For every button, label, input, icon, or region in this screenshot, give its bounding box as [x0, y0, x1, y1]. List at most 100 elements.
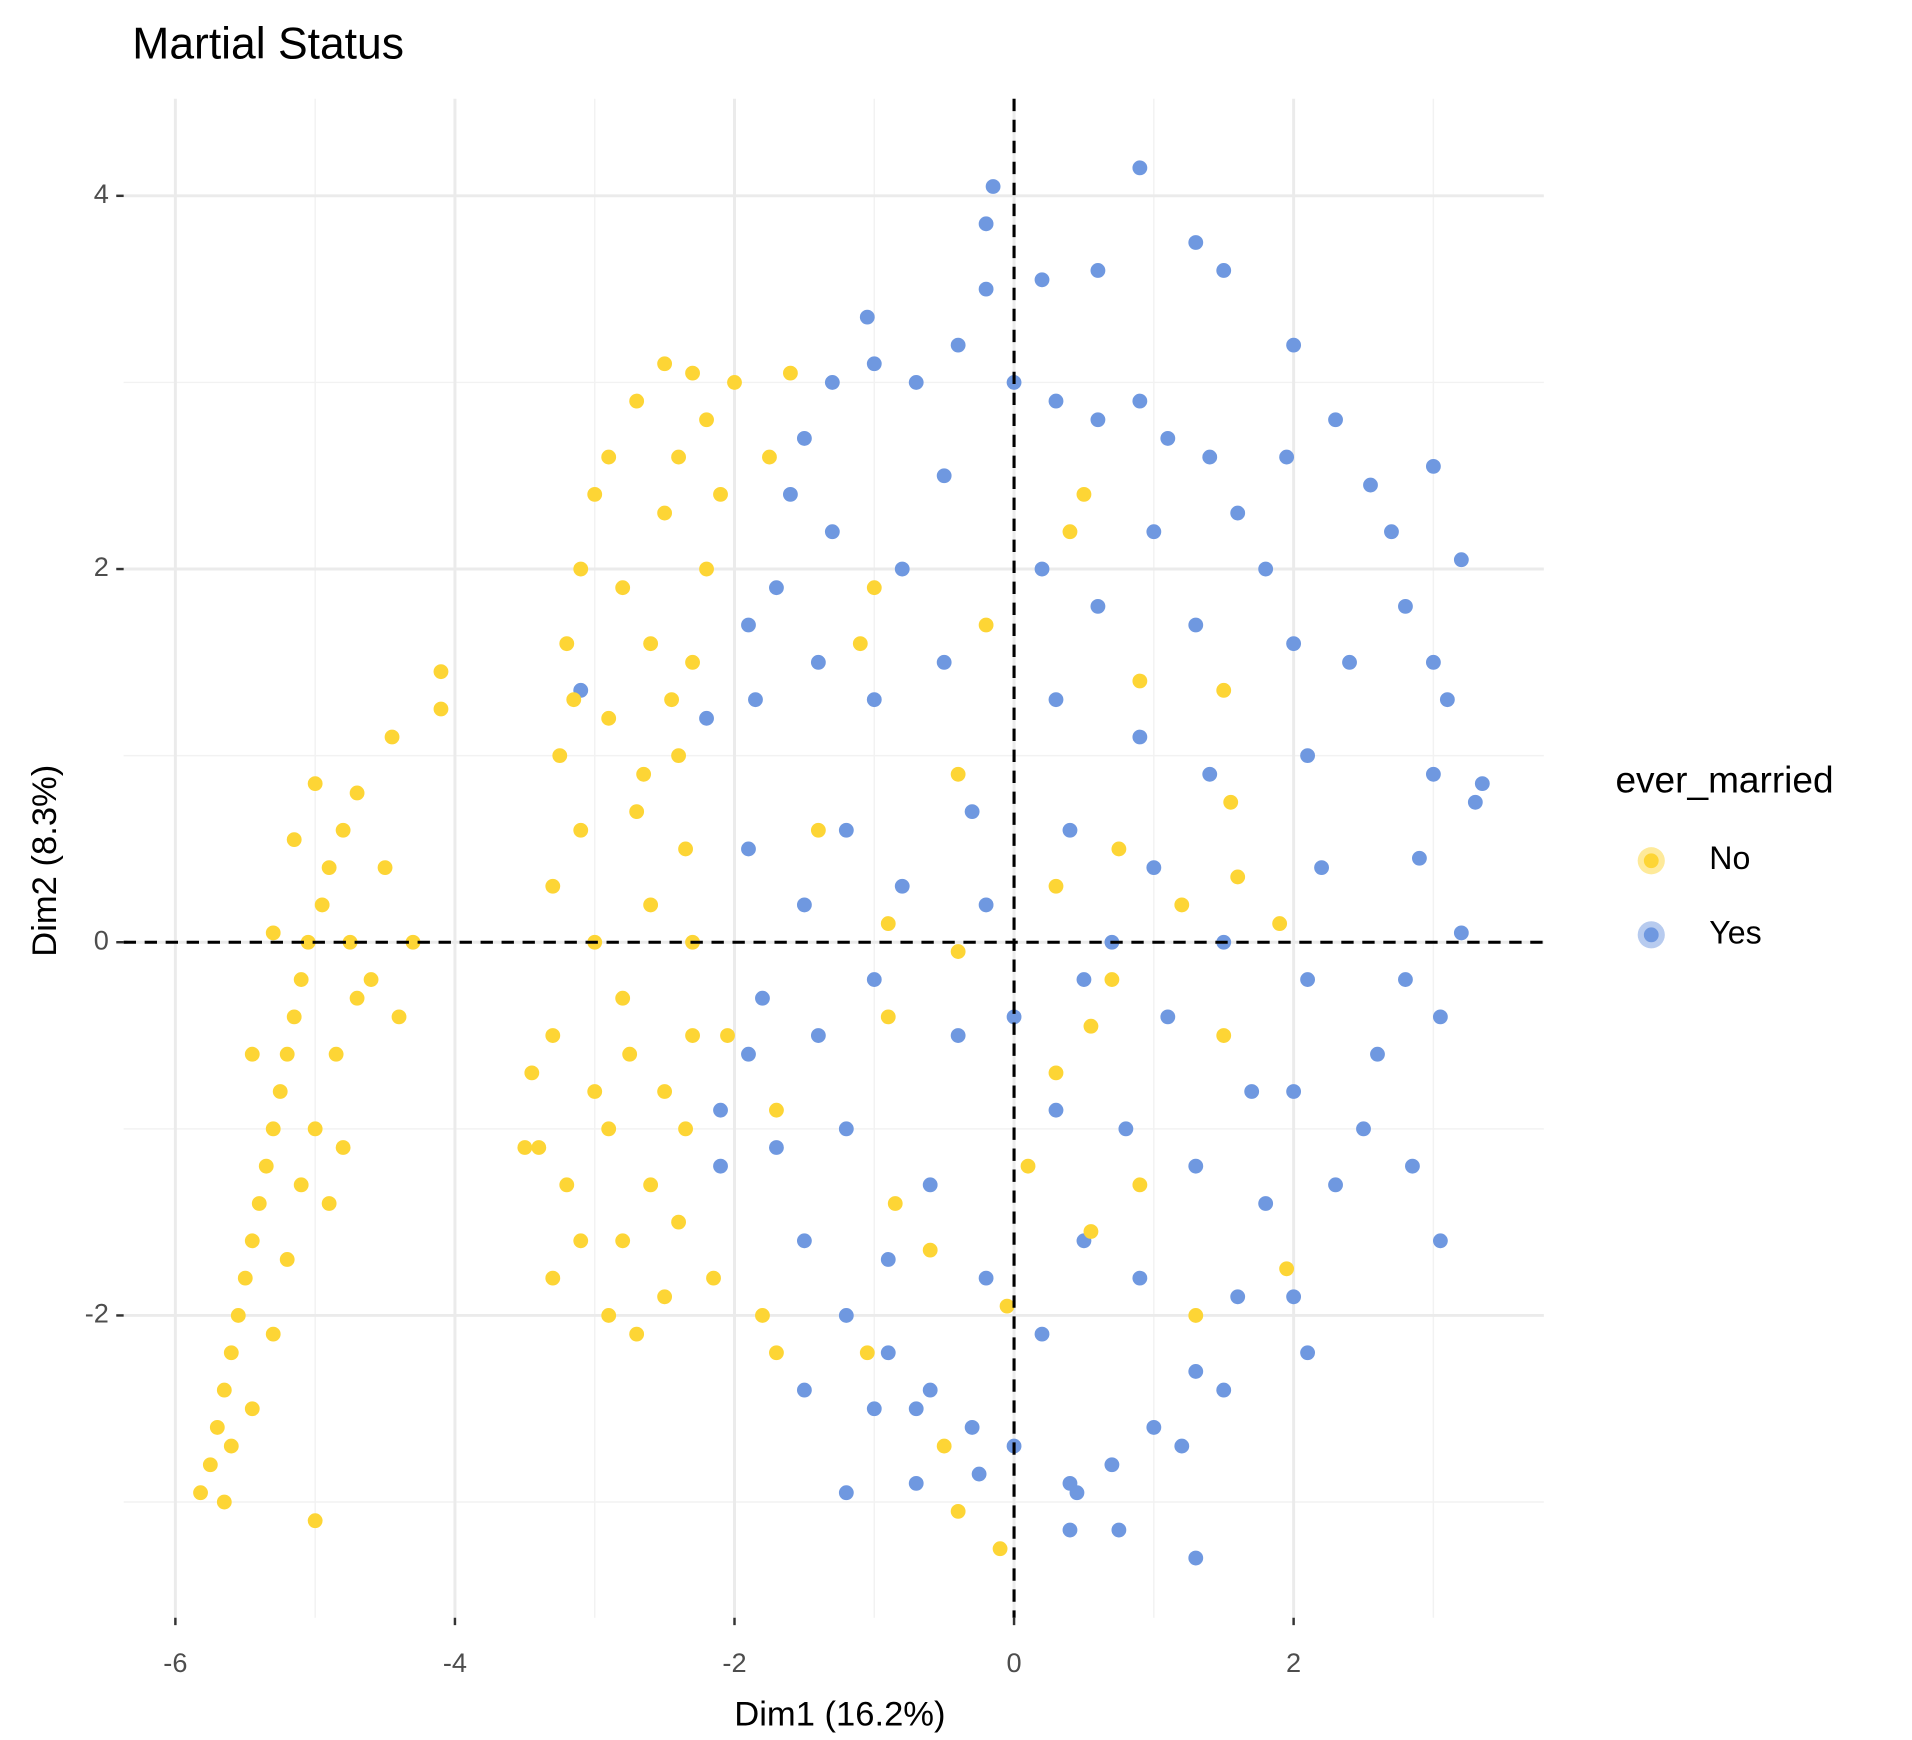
point	[978, 1270, 994, 1286]
point	[349, 785, 365, 801]
point	[216, 1382, 232, 1398]
point	[657, 356, 673, 372]
y-tick-label: 0	[94, 924, 109, 955]
point	[866, 1401, 882, 1417]
point	[265, 1326, 281, 1342]
point	[272, 1084, 288, 1099]
point	[936, 468, 952, 484]
point	[587, 486, 603, 502]
point	[1300, 748, 1316, 764]
point	[769, 1345, 784, 1361]
point	[1439, 692, 1455, 708]
x-tick-label: 2	[1286, 1647, 1301, 1678]
point	[1412, 850, 1427, 866]
point	[1048, 692, 1064, 708]
point	[531, 1140, 547, 1155]
point	[545, 1028, 561, 1043]
point	[286, 832, 302, 848]
point	[1370, 1046, 1385, 1062]
point	[783, 486, 798, 502]
point	[908, 375, 924, 390]
point	[880, 1009, 896, 1025]
point	[699, 412, 714, 428]
point	[1048, 1102, 1064, 1118]
point	[1223, 794, 1239, 810]
point	[573, 822, 589, 838]
point	[713, 1158, 728, 1174]
point	[587, 1084, 603, 1099]
point	[1453, 552, 1469, 568]
point	[964, 804, 980, 820]
point	[1076, 486, 1092, 502]
point	[293, 1177, 309, 1193]
point	[223, 1345, 239, 1361]
point	[237, 1270, 253, 1286]
point	[1356, 1121, 1371, 1137]
point	[1286, 1084, 1302, 1099]
point	[1286, 1289, 1302, 1305]
point	[1453, 925, 1469, 941]
point	[629, 804, 645, 820]
point	[559, 636, 575, 652]
point	[566, 692, 582, 708]
point	[545, 878, 561, 894]
point	[1467, 794, 1483, 810]
point	[1258, 1196, 1274, 1211]
point	[1034, 561, 1050, 577]
point	[1090, 412, 1106, 428]
point	[985, 179, 1001, 194]
point	[1432, 1233, 1448, 1249]
point	[244, 1401, 260, 1417]
point	[279, 1046, 295, 1062]
point	[741, 617, 756, 633]
point	[866, 692, 882, 708]
point	[321, 860, 337, 876]
point	[1090, 598, 1106, 614]
point	[615, 990, 631, 1006]
point	[838, 822, 854, 838]
point	[671, 748, 686, 764]
point	[978, 617, 994, 633]
point	[1188, 1550, 1204, 1566]
point	[657, 505, 673, 521]
point	[629, 393, 645, 409]
point	[1230, 1289, 1246, 1305]
point	[1432, 1009, 1448, 1025]
point	[1174, 897, 1190, 913]
point	[1111, 841, 1127, 857]
point	[664, 692, 680, 708]
point	[796, 1382, 812, 1398]
point	[1230, 505, 1246, 521]
point	[978, 216, 994, 232]
point	[286, 1009, 302, 1025]
point	[1286, 337, 1302, 353]
point	[1328, 1177, 1343, 1193]
point	[922, 1382, 938, 1398]
point	[1048, 878, 1064, 894]
point	[678, 1121, 693, 1137]
x-tick-label: -2	[722, 1647, 746, 1678]
point	[1118, 1121, 1134, 1137]
point	[601, 1121, 617, 1137]
x-axis-title: Dim1 (16.2%)	[734, 1696, 945, 1734]
point	[671, 449, 686, 465]
point	[1328, 412, 1343, 428]
point	[1230, 869, 1246, 885]
point	[838, 1485, 854, 1501]
point	[643, 897, 659, 913]
point	[1146, 860, 1162, 876]
point	[1132, 729, 1148, 745]
y-axis-title: Dim2 (8.3%)	[26, 765, 64, 957]
point	[433, 701, 449, 717]
point	[1160, 1009, 1176, 1025]
point	[783, 365, 798, 381]
point	[1188, 1308, 1204, 1323]
legend-title: ever_married	[1615, 759, 1833, 801]
point	[1405, 1158, 1420, 1174]
point	[433, 664, 449, 680]
point	[852, 636, 868, 652]
point	[1132, 1177, 1148, 1193]
point	[1244, 1084, 1260, 1099]
point	[741, 1046, 756, 1062]
